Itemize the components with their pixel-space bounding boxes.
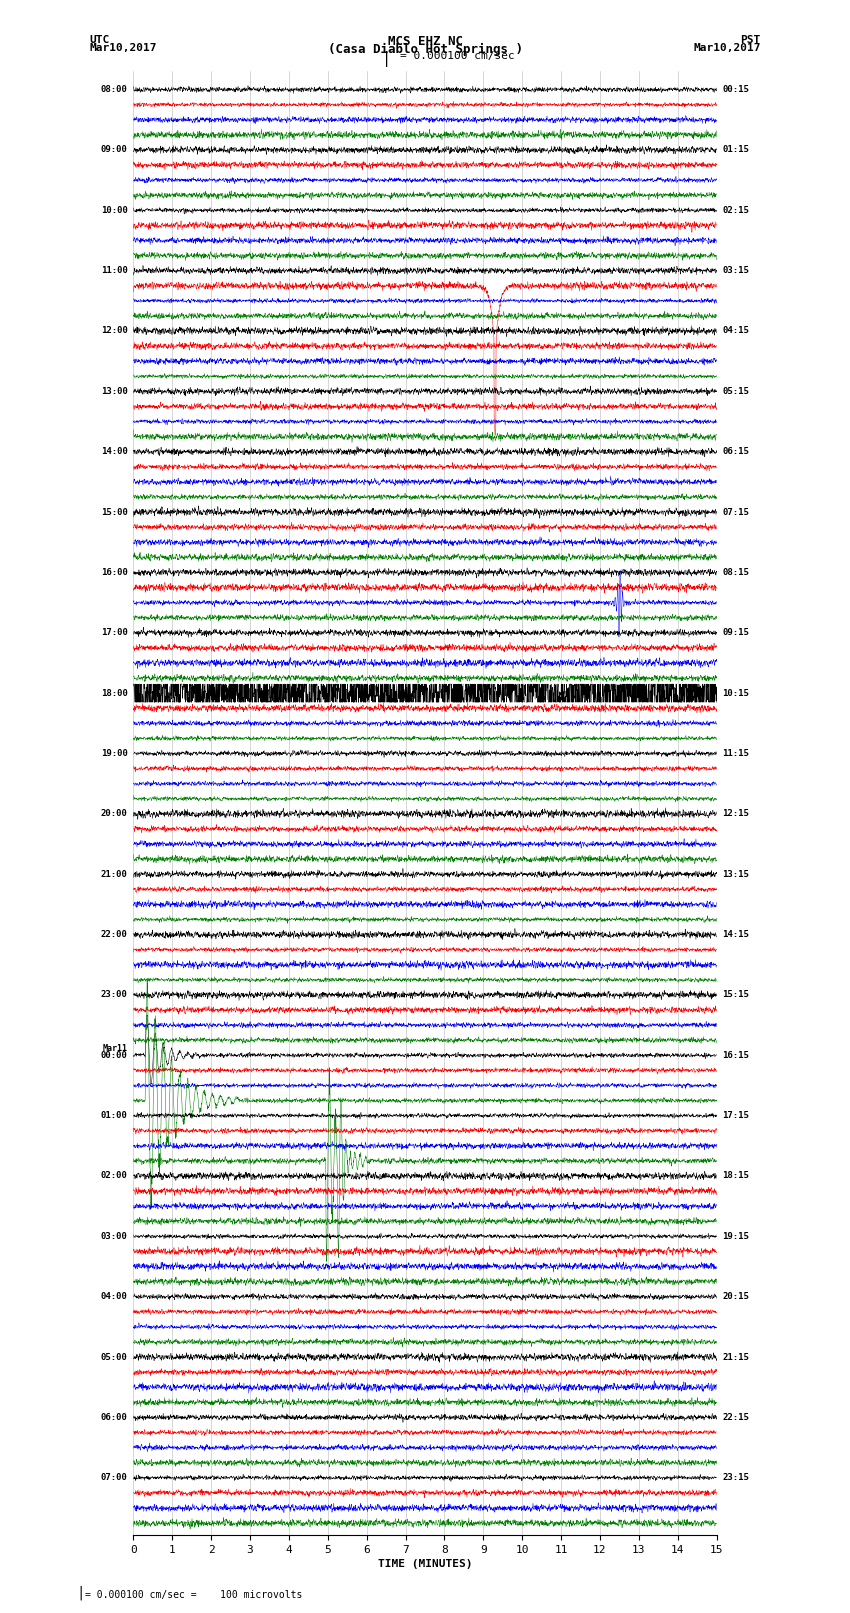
Text: 04:00: 04:00 bbox=[101, 1292, 128, 1302]
Text: 07:15: 07:15 bbox=[722, 508, 749, 516]
Text: 21:00: 21:00 bbox=[101, 869, 128, 879]
Text: 20:00: 20:00 bbox=[101, 810, 128, 818]
Text: = 0.000100 cm/sec: = 0.000100 cm/sec bbox=[400, 50, 514, 61]
Text: 08:00: 08:00 bbox=[101, 85, 128, 94]
Text: (Casa Diablo Hot Springs ): (Casa Diablo Hot Springs ) bbox=[327, 44, 523, 56]
Text: 19:15: 19:15 bbox=[722, 1232, 749, 1240]
Text: 22:00: 22:00 bbox=[101, 931, 128, 939]
Text: 17:15: 17:15 bbox=[722, 1111, 749, 1119]
Text: 20:15: 20:15 bbox=[722, 1292, 749, 1302]
Text: 09:00: 09:00 bbox=[101, 145, 128, 155]
Text: 03:00: 03:00 bbox=[101, 1232, 128, 1240]
Text: 02:00: 02:00 bbox=[101, 1171, 128, 1181]
Text: 13:00: 13:00 bbox=[101, 387, 128, 395]
Text: 10:00: 10:00 bbox=[101, 206, 128, 215]
Text: 04:15: 04:15 bbox=[722, 326, 749, 336]
Text: 18:00: 18:00 bbox=[101, 689, 128, 697]
Text: Mar11: Mar11 bbox=[103, 1044, 128, 1053]
Text: 06:00: 06:00 bbox=[101, 1413, 128, 1423]
Text: |: | bbox=[382, 50, 391, 66]
Text: 11:15: 11:15 bbox=[722, 748, 749, 758]
Text: 22:15: 22:15 bbox=[722, 1413, 749, 1423]
Text: UTC: UTC bbox=[89, 35, 110, 45]
Text: 16:15: 16:15 bbox=[722, 1050, 749, 1060]
Text: 15:00: 15:00 bbox=[101, 508, 128, 516]
Text: 09:15: 09:15 bbox=[722, 627, 749, 637]
Text: Mar10,2017: Mar10,2017 bbox=[694, 44, 761, 53]
Text: = 0.000100 cm/sec =    100 microvolts: = 0.000100 cm/sec = 100 microvolts bbox=[85, 1590, 303, 1600]
Text: Mar10,2017: Mar10,2017 bbox=[89, 44, 156, 53]
Text: 11:00: 11:00 bbox=[101, 266, 128, 276]
Text: 12:15: 12:15 bbox=[722, 810, 749, 818]
Text: 14:15: 14:15 bbox=[722, 931, 749, 939]
Text: 01:00: 01:00 bbox=[101, 1111, 128, 1119]
Text: 05:00: 05:00 bbox=[101, 1353, 128, 1361]
Text: 21:15: 21:15 bbox=[722, 1353, 749, 1361]
Text: 01:15: 01:15 bbox=[722, 145, 749, 155]
Text: 12:00: 12:00 bbox=[101, 326, 128, 336]
Text: 13:15: 13:15 bbox=[722, 869, 749, 879]
Text: 23:00: 23:00 bbox=[101, 990, 128, 1000]
X-axis label: TIME (MINUTES): TIME (MINUTES) bbox=[377, 1560, 473, 1569]
Text: PST: PST bbox=[740, 35, 761, 45]
Text: 08:15: 08:15 bbox=[722, 568, 749, 577]
Text: 10:15: 10:15 bbox=[722, 689, 749, 697]
Text: 00:15: 00:15 bbox=[722, 85, 749, 94]
Text: 07:00: 07:00 bbox=[101, 1473, 128, 1482]
Text: 15:15: 15:15 bbox=[722, 990, 749, 1000]
Text: |: | bbox=[76, 1586, 85, 1600]
Text: 02:15: 02:15 bbox=[722, 206, 749, 215]
Text: 14:00: 14:00 bbox=[101, 447, 128, 456]
Text: 19:00: 19:00 bbox=[101, 748, 128, 758]
Text: 03:15: 03:15 bbox=[722, 266, 749, 276]
Text: 16:00: 16:00 bbox=[101, 568, 128, 577]
Text: 17:00: 17:00 bbox=[101, 627, 128, 637]
Text: 00:00: 00:00 bbox=[101, 1050, 128, 1060]
Text: 18:15: 18:15 bbox=[722, 1171, 749, 1181]
Text: 05:15: 05:15 bbox=[722, 387, 749, 395]
Text: MCS EHZ NC: MCS EHZ NC bbox=[388, 35, 462, 48]
Text: 23:15: 23:15 bbox=[722, 1473, 749, 1482]
Text: 06:15: 06:15 bbox=[722, 447, 749, 456]
